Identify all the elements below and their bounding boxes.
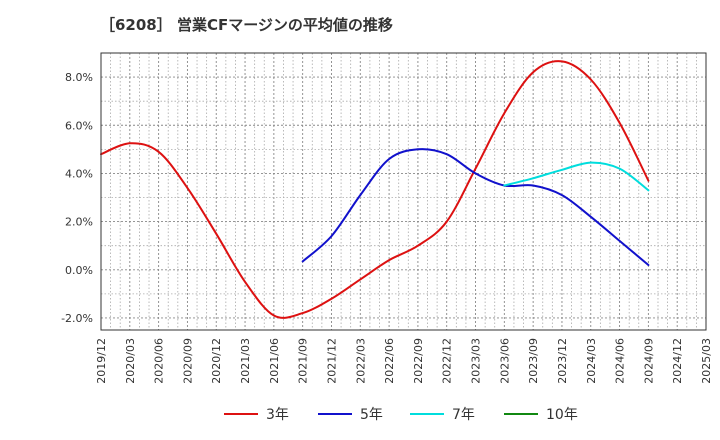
x-tick-label: 2021/03 (239, 338, 252, 384)
legend-label-7y: 7年 (452, 407, 475, 423)
legend: 3年 5年 7年 10年 (0, 402, 720, 426)
axis-layer: 8.0% 6.0% 4.0% 2.0% 0.0% -2.0%2019/12 2020/03 2… (61, 52, 713, 384)
series-line-5y (301, 148, 650, 266)
y-tick-label: 2.0% (65, 216, 93, 229)
y-tick-label: -2.0% (61, 312, 93, 325)
x-tick-label: 2023/06 (498, 338, 511, 384)
x-tick-label: 2020/03 (124, 338, 137, 384)
legend-item-3y: 3年 (224, 402, 289, 426)
legend-swatch-5y (318, 413, 352, 415)
x-tick-label: 2022/09 (412, 338, 425, 384)
x-tick-label: 2024/09 (642, 338, 655, 384)
legend-label-3y: 3年 (266, 407, 289, 423)
x-tick-label: 2022/03 (354, 338, 367, 384)
legend-item-7y: 7年 (410, 402, 475, 426)
x-tick-label: 2024/06 (614, 338, 627, 384)
x-tick-label: 2020/12 (210, 338, 223, 384)
legend-label-10y: 10年 (546, 407, 578, 423)
x-tick-label: 2023/03 (470, 338, 483, 384)
y-tick-label: 0.0% (65, 264, 93, 277)
series-line-3y (100, 60, 650, 319)
series-line-7y (503, 161, 650, 192)
series-layer (100, 60, 650, 319)
x-tick-label: 2021/12 (325, 338, 338, 384)
plot-frame (100, 52, 707, 331)
x-tick-label: 2022/12 (441, 338, 454, 384)
x-tick-label: 2019/12 (95, 338, 108, 384)
x-tick-label: 2020/06 (153, 338, 166, 384)
x-tick-label: 2025/03 (700, 338, 713, 384)
x-tick-label: 2024/12 (671, 338, 684, 384)
x-tick-label: 2022/06 (383, 338, 396, 384)
y-tick-label: 4.0% (65, 167, 93, 180)
legend-label-5y: 5年 (360, 407, 383, 423)
grid-layer (100, 53, 707, 330)
x-tick-label: 2023/09 (527, 338, 540, 384)
x-tick-label: 2023/12 (556, 338, 569, 384)
legend-item-5y: 5年 (318, 402, 383, 426)
legend-swatch-10y (504, 413, 538, 415)
chart-title: ［6208］ 営業CFマージンの平均値の推移 (100, 16, 393, 34)
y-tick-label: 8.0% (65, 71, 93, 84)
legend-item-10y: 10年 (504, 402, 578, 426)
x-tick-label: 2024/03 (585, 338, 598, 384)
x-tick-label: 2021/09 (297, 338, 310, 384)
legend-swatch-3y (224, 413, 258, 415)
x-tick-label: 2020/09 (181, 338, 194, 384)
y-tick-label: 6.0% (65, 119, 93, 132)
x-tick-label: 2021/06 (268, 338, 281, 384)
legend-swatch-7y (410, 413, 444, 415)
